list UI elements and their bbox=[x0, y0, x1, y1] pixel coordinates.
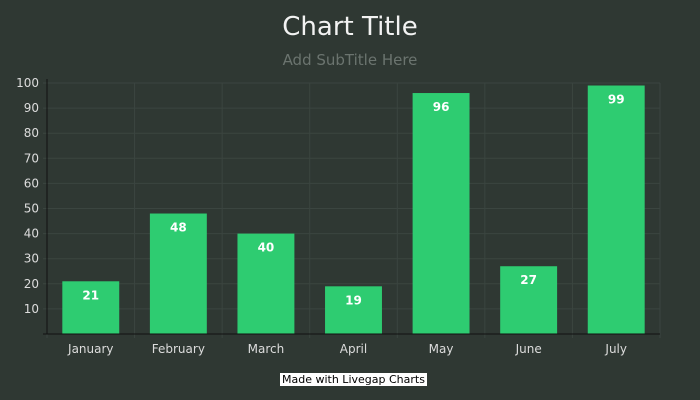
x-tick-label: January bbox=[67, 342, 114, 356]
y-tick-label: 20 bbox=[24, 277, 39, 291]
x-tick-label: July bbox=[604, 342, 627, 356]
y-tick-label: 90 bbox=[24, 101, 39, 115]
x-tick-label: May bbox=[429, 342, 454, 356]
x-tick-label: March bbox=[248, 342, 285, 356]
chart-title: Chart Title bbox=[282, 12, 417, 42]
chart-subtitle: Add SubTitle Here bbox=[283, 51, 418, 69]
bar-value-label: 27 bbox=[520, 273, 537, 287]
labels-layer: 10 20 30 40 50 60 70 80 90 100 21 January 48 February… bbox=[16, 76, 627, 356]
bar[interactable] bbox=[412, 93, 470, 334]
x-tick-label: February bbox=[152, 342, 205, 356]
bar[interactable] bbox=[500, 266, 558, 334]
x-tick-label: June bbox=[515, 342, 542, 356]
y-tick-label: 50 bbox=[24, 202, 39, 216]
bars-layer bbox=[62, 85, 645, 334]
y-tick-label: 60 bbox=[24, 176, 39, 190]
y-tick-label: 80 bbox=[24, 126, 39, 140]
bar-value-label: 48 bbox=[170, 221, 187, 235]
bar[interactable] bbox=[62, 281, 120, 334]
bar-value-label: 19 bbox=[345, 293, 362, 307]
bar-value-label: 40 bbox=[258, 241, 275, 255]
livegap-credit[interactable]: Made with Livegap Charts bbox=[280, 373, 427, 386]
y-tick-label: 100 bbox=[16, 76, 39, 90]
bar-value-label: 99 bbox=[608, 93, 625, 107]
y-tick-label: 70 bbox=[24, 151, 39, 165]
axis-layer bbox=[43, 79, 660, 335]
bar[interactable] bbox=[587, 85, 645, 334]
bar-value-label: 21 bbox=[82, 288, 99, 302]
bar-value-label: 96 bbox=[433, 100, 450, 114]
bar[interactable] bbox=[325, 286, 382, 334]
y-tick-label: 30 bbox=[24, 252, 39, 266]
y-tick-label: 10 bbox=[24, 302, 39, 316]
y-tick-label: 40 bbox=[24, 227, 39, 241]
x-tick-label: April bbox=[340, 342, 367, 356]
bar[interactable] bbox=[149, 213, 207, 334]
bar[interactable] bbox=[237, 233, 295, 334]
